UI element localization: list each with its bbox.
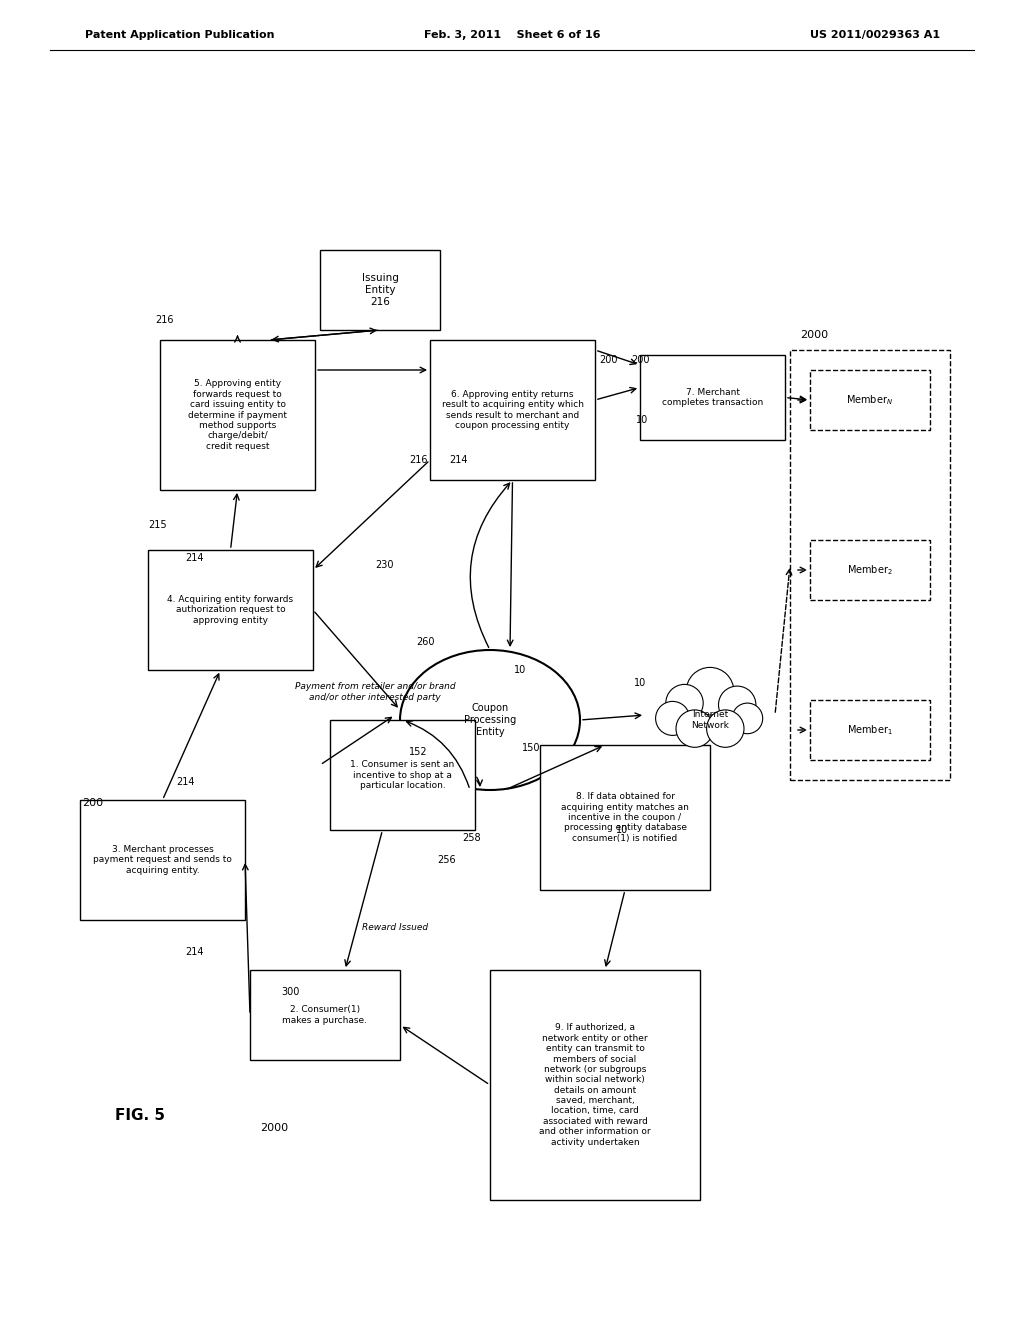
Text: 216: 216 <box>409 455 427 465</box>
Text: Coupon
Processing
Entity: Coupon Processing Entity <box>464 704 516 737</box>
Text: 200: 200 <box>82 799 103 808</box>
Text: Internet
Network: Internet Network <box>691 710 729 730</box>
Text: 200: 200 <box>599 355 617 366</box>
Text: Reward Issued: Reward Issued <box>361 924 428 932</box>
Bar <box>640 355 785 440</box>
Circle shape <box>655 701 689 735</box>
Text: 1. Consumer is sent an
incentive to shop at a
particular location.: 1. Consumer is sent an incentive to shop… <box>350 760 455 789</box>
Text: 5. Approving entity
forwards request to
card issuing entity to
determine if paym: 5. Approving entity forwards request to … <box>188 379 287 450</box>
Text: 258: 258 <box>463 833 481 843</box>
Bar <box>810 540 930 601</box>
Text: 230: 230 <box>376 560 394 570</box>
Text: 10: 10 <box>615 825 628 836</box>
Bar <box>540 744 710 890</box>
Text: Payment from retailer and/or brand
and/or other interested party: Payment from retailer and/or brand and/o… <box>295 682 456 702</box>
Circle shape <box>719 686 756 723</box>
Text: 300: 300 <box>281 987 299 997</box>
Bar <box>80 800 245 920</box>
Text: 10: 10 <box>634 678 646 688</box>
Bar <box>250 970 400 1060</box>
Text: 2000: 2000 <box>260 1123 288 1133</box>
Ellipse shape <box>400 649 580 789</box>
Circle shape <box>707 710 744 747</box>
Bar <box>160 341 315 490</box>
Text: 214: 214 <box>449 455 467 465</box>
Circle shape <box>676 710 714 747</box>
Text: 2. Consumer(1)
makes a purchase.: 2. Consumer(1) makes a purchase. <box>283 1006 368 1024</box>
Text: 260: 260 <box>417 638 435 647</box>
Bar <box>430 341 595 480</box>
Text: 10: 10 <box>514 665 526 675</box>
Bar <box>319 249 440 330</box>
Bar <box>490 970 700 1200</box>
Text: 200: 200 <box>631 355 649 366</box>
Text: 10: 10 <box>636 414 648 425</box>
Text: 152: 152 <box>410 747 428 756</box>
Text: 214: 214 <box>185 946 204 957</box>
Text: Member$_N$: Member$_N$ <box>847 393 894 407</box>
Bar <box>148 550 313 671</box>
Bar <box>810 700 930 760</box>
Text: 2000: 2000 <box>800 330 828 341</box>
Bar <box>790 350 950 780</box>
Text: 7. Merchant
completes transaction: 7. Merchant completes transaction <box>662 388 763 407</box>
Text: 215: 215 <box>148 520 167 531</box>
Text: 214: 214 <box>185 553 204 564</box>
Text: 3. Merchant processes
payment request and sends to
acquiring entity.: 3. Merchant processes payment request an… <box>93 845 232 875</box>
Text: Patent Application Publication: Patent Application Publication <box>85 30 274 40</box>
Bar <box>810 370 930 430</box>
Circle shape <box>666 684 703 722</box>
Text: 4. Acquiring entity forwards
authorization request to
approving entity: 4. Acquiring entity forwards authorizati… <box>168 595 294 624</box>
Circle shape <box>686 668 734 715</box>
Text: 9. If authorized, a
network entity or other
entity can transmit to
members of so: 9. If authorized, a network entity or ot… <box>540 1023 651 1147</box>
Text: FIG. 5: FIG. 5 <box>115 1107 165 1122</box>
Text: 150: 150 <box>521 743 540 752</box>
Text: Member$_1$: Member$_1$ <box>847 723 893 737</box>
Text: 214: 214 <box>176 777 195 787</box>
Text: US 2011/0029363 A1: US 2011/0029363 A1 <box>810 30 940 40</box>
Text: 8. If data obtained for
acquiring entity matches an
incentive in the coupon /
pr: 8. If data obtained for acquiring entity… <box>561 792 689 842</box>
Text: 6. Approving entity returns
result to acquiring entity which
sends result to mer: 6. Approving entity returns result to ac… <box>441 389 584 430</box>
Text: Issuing
Entity
216: Issuing Entity 216 <box>361 273 398 306</box>
Text: 256: 256 <box>437 855 456 865</box>
Bar <box>330 719 475 830</box>
Text: Member$_2$: Member$_2$ <box>847 564 893 577</box>
Text: Feb. 3, 2011    Sheet 6 of 16: Feb. 3, 2011 Sheet 6 of 16 <box>424 30 600 40</box>
Text: 216: 216 <box>155 315 173 325</box>
Circle shape <box>732 704 763 734</box>
